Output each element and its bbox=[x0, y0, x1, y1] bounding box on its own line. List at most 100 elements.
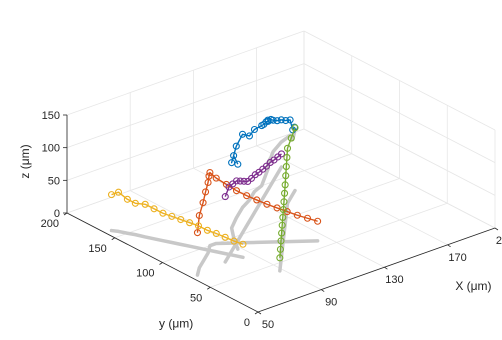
data-point-marker bbox=[194, 222, 203, 230]
data-point-marker bbox=[114, 188, 123, 196]
data-point-marker bbox=[281, 189, 289, 197]
series-5 bbox=[276, 124, 299, 262]
data-point-marker bbox=[239, 240, 247, 248]
data-point-marker bbox=[293, 211, 301, 219]
data-point-marker bbox=[232, 177, 241, 185]
data-series bbox=[107, 115, 322, 262]
data-point-marker bbox=[243, 192, 251, 200]
x-tick-mark bbox=[384, 266, 388, 270]
data-point-marker bbox=[277, 150, 286, 158]
data-point-marker bbox=[276, 245, 284, 253]
data-point-marker bbox=[221, 193, 229, 201]
data-point-marker bbox=[273, 117, 281, 125]
data-point-marker bbox=[141, 200, 149, 208]
data-point-marker bbox=[250, 125, 258, 134]
y-tick-mark bbox=[111, 237, 115, 241]
data-point-marker bbox=[123, 195, 131, 203]
back-wall-grid-line bbox=[66, 128, 305, 214]
data-point-marker bbox=[283, 153, 291, 161]
data-point-marker bbox=[186, 219, 194, 227]
data-point-marker bbox=[283, 144, 292, 152]
data-point-marker bbox=[240, 177, 248, 185]
data-point-marker bbox=[212, 174, 220, 182]
data-point-marker bbox=[195, 211, 203, 220]
series-4 bbox=[107, 188, 247, 248]
x-tick-label: 170 bbox=[448, 252, 466, 264]
data-point-marker bbox=[168, 212, 176, 220]
data-point-marker bbox=[245, 132, 253, 140]
x-axis-label: X (μm) bbox=[455, 279, 491, 293]
data-point-marker bbox=[205, 172, 213, 180]
data-point-marker bbox=[277, 237, 285, 245]
data-point-marker bbox=[150, 205, 158, 213]
y-tick-label: 200 bbox=[41, 218, 59, 230]
side-wall-grid-line bbox=[303, 95, 496, 196]
data-point-marker bbox=[247, 174, 256, 182]
data-point-marker bbox=[230, 237, 238, 245]
x-tick-mark bbox=[320, 289, 325, 292]
floor-grid-line bbox=[114, 153, 352, 239]
data-point-marker bbox=[107, 191, 116, 199]
y-tick-mark bbox=[254, 311, 259, 315]
data-point-marker bbox=[199, 199, 207, 207]
y-tick-label: 50 bbox=[190, 292, 202, 304]
data-point-marker bbox=[253, 196, 261, 204]
data-point-marker bbox=[177, 215, 185, 224]
x-tick-label: 200 bbox=[496, 235, 502, 247]
data-point-marker bbox=[202, 188, 210, 196]
side-wall-grid-line bbox=[303, 63, 496, 164]
data-point-marker bbox=[212, 229, 220, 238]
x-tick-mark bbox=[257, 311, 262, 315]
x-axis-line bbox=[257, 227, 496, 313]
data-point-marker bbox=[230, 152, 238, 160]
side-wall-grid-line bbox=[303, 128, 496, 229]
z-tick-label: 150 bbox=[42, 110, 60, 122]
data-point-marker bbox=[264, 116, 272, 124]
data-point-marker bbox=[286, 116, 294, 124]
data-point-marker bbox=[232, 142, 240, 150]
data-point-marker bbox=[281, 181, 289, 189]
data-point-marker bbox=[291, 124, 299, 132]
series-floor-shadow bbox=[229, 130, 297, 251]
y-tick-mark bbox=[159, 262, 163, 265]
data-point-marker bbox=[279, 206, 287, 214]
z-axis-label: z (μm) bbox=[18, 144, 32, 178]
data-point-marker bbox=[228, 159, 236, 167]
data-point-marker bbox=[234, 160, 242, 168]
data-point-marker bbox=[283, 208, 291, 216]
y-tick-label: 100 bbox=[136, 268, 154, 280]
data-point-marker bbox=[278, 221, 286, 229]
y-tick-label: 150 bbox=[88, 243, 106, 255]
data-point-marker bbox=[159, 209, 167, 217]
series-3 bbox=[221, 150, 286, 201]
axes bbox=[63, 114, 499, 315]
data-point-marker bbox=[303, 214, 312, 222]
y-axis-label: y (μm) bbox=[159, 316, 193, 330]
data-point-marker bbox=[280, 198, 288, 206]
series-line bbox=[279, 127, 296, 258]
data-point-marker bbox=[263, 200, 271, 208]
x-tick-label: 90 bbox=[325, 297, 337, 309]
y-tick-label: 0 bbox=[244, 317, 250, 329]
data-point-marker bbox=[314, 217, 322, 225]
data-point-marker bbox=[287, 134, 295, 142]
x-tick-mark bbox=[494, 227, 499, 231]
side-wall-grid-line bbox=[303, 30, 496, 131]
data-point-marker bbox=[262, 162, 271, 170]
z-tick-label: 100 bbox=[42, 143, 60, 155]
data-point-marker bbox=[131, 199, 139, 207]
y-tick-mark bbox=[207, 286, 211, 290]
x-tick-label: 130 bbox=[385, 274, 403, 286]
data-point-marker bbox=[221, 233, 229, 241]
data-point-marker bbox=[282, 116, 290, 125]
data-point-marker bbox=[282, 172, 290, 180]
data-point-marker bbox=[206, 168, 214, 177]
data-point-marker bbox=[276, 254, 284, 262]
series-floor-shadow bbox=[195, 239, 320, 277]
data-point-marker bbox=[238, 130, 247, 138]
series-line bbox=[111, 191, 244, 245]
series-floor-shadow bbox=[109, 228, 245, 260]
floor-grid-line bbox=[210, 202, 448, 288]
